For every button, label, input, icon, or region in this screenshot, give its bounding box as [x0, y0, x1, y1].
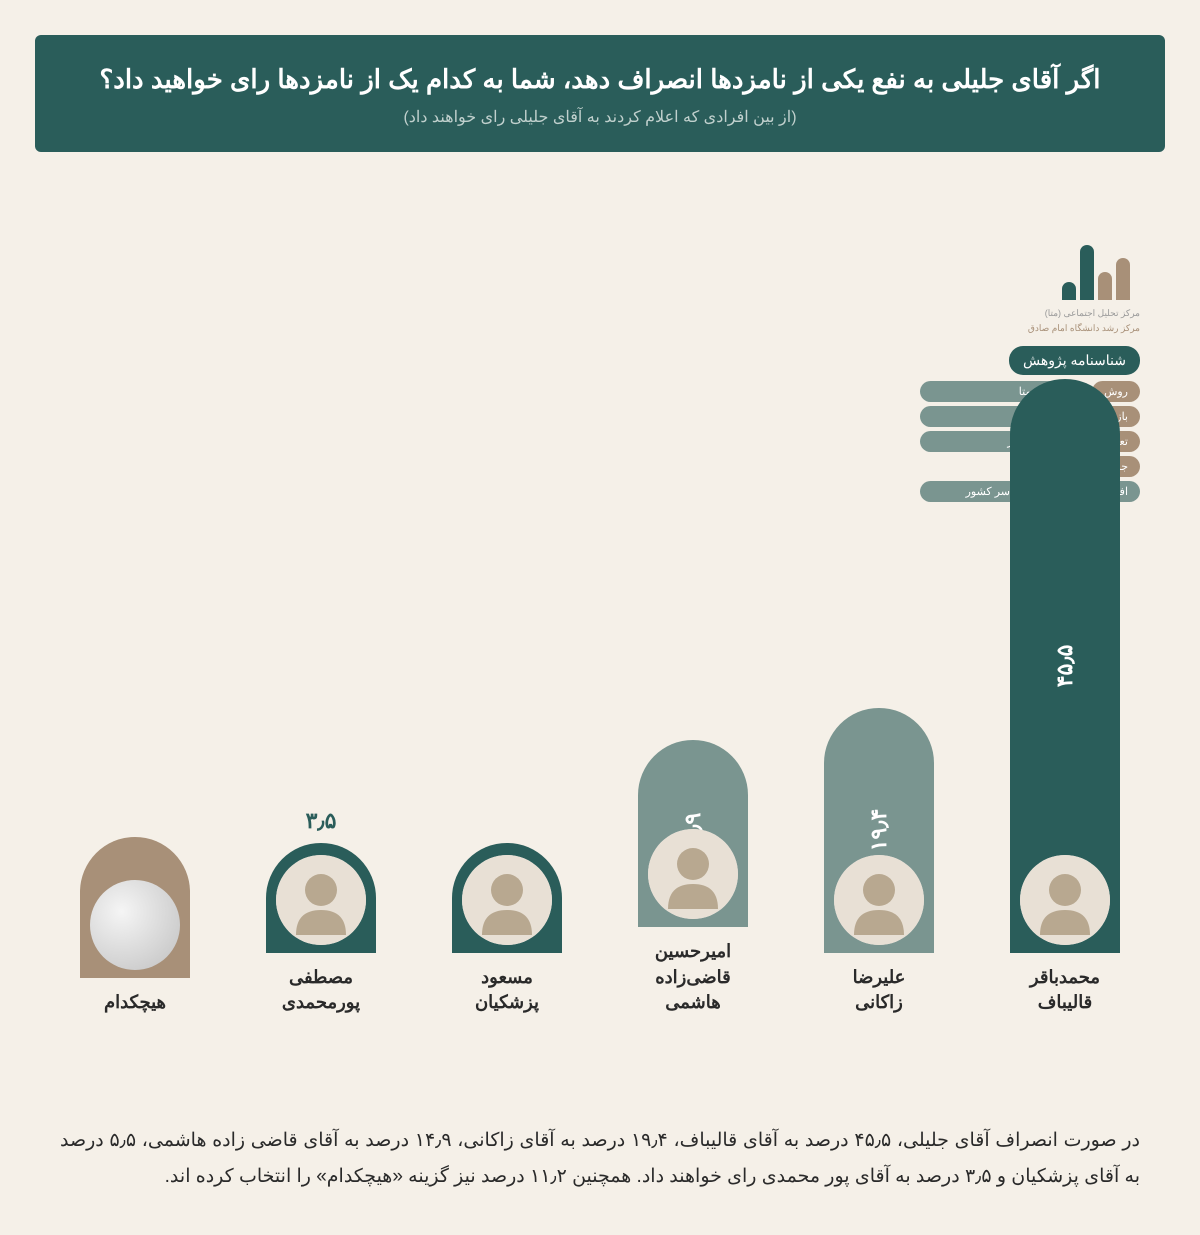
logo-bar: [1062, 282, 1076, 300]
bar-column: ۳٫۵ مصطفیپورمحمدی: [246, 843, 396, 1015]
candidate-avatar: [648, 829, 738, 919]
bar: ۳٫۵: [266, 843, 376, 953]
bar-chart: ۱۱٫۲ هیچکدام ۳٫۵ مصطفیپورمحمدی ۵٫۵ مسعودپزشکی…: [60, 365, 1140, 1015]
logo-text: مرکز تحلیل اجتماعی (متا): [920, 308, 1140, 319]
bar-column: ۵٫۵ مسعودپزشکیان: [432, 843, 582, 1015]
logo-subtext: مرکز رشد دانشگاه امام صادق: [920, 323, 1140, 334]
avatar-none-icon: [90, 880, 180, 970]
bar: ۱۴٫۹: [638, 740, 748, 928]
bar-column: ۱۹٫۴ علیرضازاکانی: [804, 708, 954, 1015]
bar: ۱۹٫۴: [824, 708, 934, 952]
candidate-avatar: [1020, 855, 1110, 945]
bar-label: امیرحسینقاضی‌زادههاشمی: [655, 939, 731, 1015]
bar-label: مصطفیپورمحمدی: [282, 965, 360, 1015]
candidate-avatar: [462, 855, 552, 945]
candidate-avatar: [834, 855, 924, 945]
logo-bar: [1080, 245, 1094, 300]
bar-value: ۱۹٫۴: [866, 809, 892, 852]
bar-value: ۴۵٫۵: [1052, 645, 1078, 688]
bar-column: ۴۵٫۵ محمدباقرقالیباف: [990, 379, 1140, 1015]
bar-label: هیچکدام: [104, 990, 166, 1015]
page-subtitle: (از بین افرادی که اعلام کردند به آقای جل…: [75, 107, 1125, 127]
bar: ۱۱٫۲: [80, 837, 190, 978]
logo-bar: [1098, 272, 1112, 300]
footer-summary: در صورت انصراف آقای جلیلی، ۴۵٫۵ درصد به …: [60, 1123, 1140, 1195]
bar: ۵٫۵: [452, 843, 562, 953]
bar-value: ۳٫۵: [306, 808, 337, 834]
bar-column: ۱۴٫۹ امیرحسینقاضی‌زادههاشمی: [618, 740, 768, 1015]
header-banner: اگر آقای جلیلی به نفع یکی از نامزدها انص…: [35, 35, 1165, 152]
logo: [920, 245, 1140, 300]
page-title: اگر آقای جلیلی به نفع یکی از نامزدها انص…: [75, 60, 1125, 99]
bar-label: محمدباقرقالیباف: [1030, 965, 1100, 1015]
candidate-avatar: [276, 855, 366, 945]
logo-bar: [1116, 258, 1130, 300]
bar-label: علیرضازاکانی: [853, 965, 906, 1015]
bar-column: ۱۱٫۲ هیچکدام: [60, 837, 210, 1015]
bar-label: مسعودپزشکیان: [475, 965, 539, 1015]
bar: ۴۵٫۵: [1010, 379, 1120, 952]
